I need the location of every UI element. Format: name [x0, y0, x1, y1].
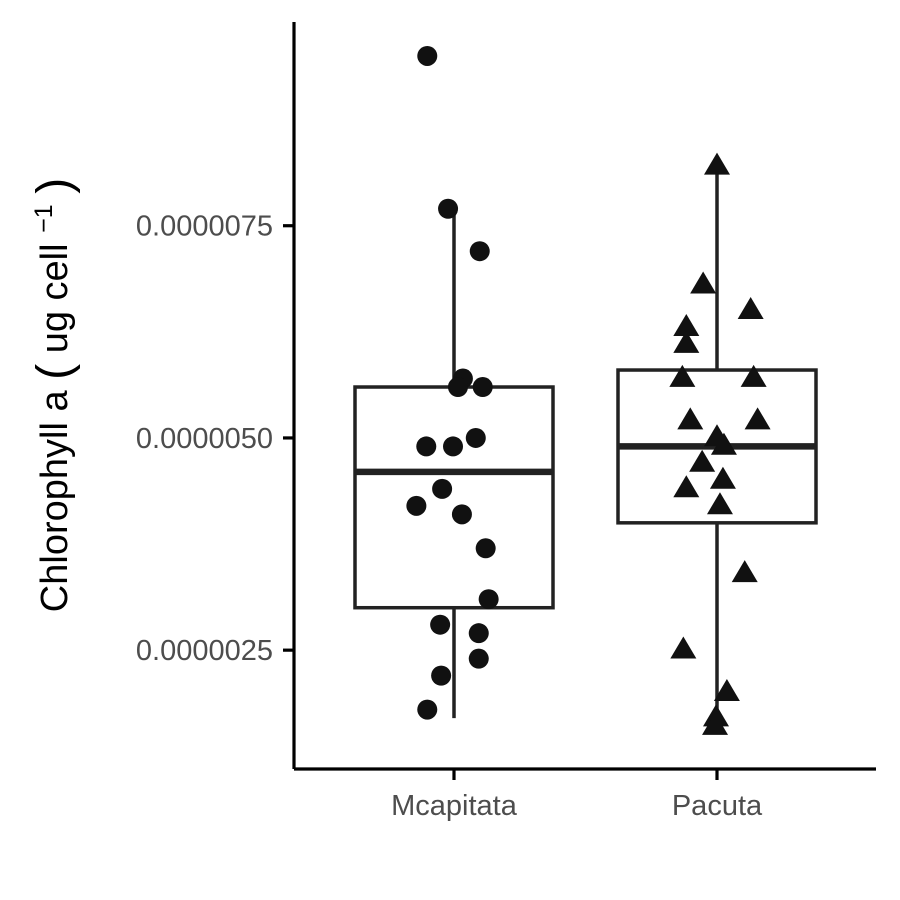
data-point — [447, 377, 468, 398]
data-point — [690, 271, 717, 294]
data-point — [478, 589, 499, 610]
data-point — [406, 495, 427, 516]
data-point — [673, 475, 700, 498]
y-axis-title: Chlorophyll a ( ug cell −1 ) — [19, 178, 81, 612]
y-axis-title-superscript: −1 — [30, 204, 58, 233]
data-point — [468, 648, 489, 669]
box-group-pacuta — [616, 152, 818, 735]
data-point — [713, 678, 740, 701]
box-group-mcapitata — [353, 45, 555, 720]
data-point — [438, 198, 459, 219]
data-point — [416, 436, 437, 457]
data-point — [465, 427, 486, 448]
y-axis-ticks: 0.0000025 0.0000050 0.0000075 — [136, 211, 294, 667]
data-point — [710, 432, 737, 455]
data-point — [430, 614, 451, 635]
x-tick-label: Pacuta — [672, 790, 763, 822]
y-axis-title-main: Chlorophyll a — [34, 390, 76, 613]
y-tick-label: 0.0000025 — [136, 635, 273, 667]
data-point — [670, 636, 697, 659]
data-point — [673, 313, 700, 336]
data-point — [709, 466, 736, 489]
data-point — [673, 330, 700, 353]
data-point — [468, 623, 489, 644]
data-point — [431, 665, 452, 686]
data-point — [704, 152, 730, 175]
data-point — [451, 504, 472, 525]
plot-area — [353, 45, 818, 735]
data-point — [737, 296, 764, 319]
y-tick-label: 0.0000050 — [136, 423, 273, 455]
data-point — [417, 699, 438, 720]
x-tick-label: Mcapitata — [391, 790, 518, 822]
data-point — [669, 364, 696, 387]
data-point — [472, 377, 493, 398]
data-point — [706, 492, 733, 515]
data-point — [702, 712, 729, 735]
data-point — [443, 436, 464, 457]
y-tick-label: 0.0000075 — [136, 211, 273, 243]
data-point — [677, 407, 704, 430]
y-axis-title-unit: ug cell — [34, 243, 76, 353]
data-point — [744, 407, 771, 430]
data-point — [475, 538, 496, 559]
iqr-box — [353, 385, 555, 610]
data-point — [469, 241, 490, 262]
data-point — [432, 478, 453, 499]
data-point — [740, 364, 767, 387]
y-axis-title-paren-open: ( — [28, 364, 81, 380]
data-point — [417, 45, 438, 66]
data-point — [689, 449, 716, 472]
y-axis-title-paren-close: ) — [28, 178, 81, 194]
data-point — [731, 560, 758, 583]
x-axis-ticks: Mcapitata Pacuta — [391, 769, 763, 822]
